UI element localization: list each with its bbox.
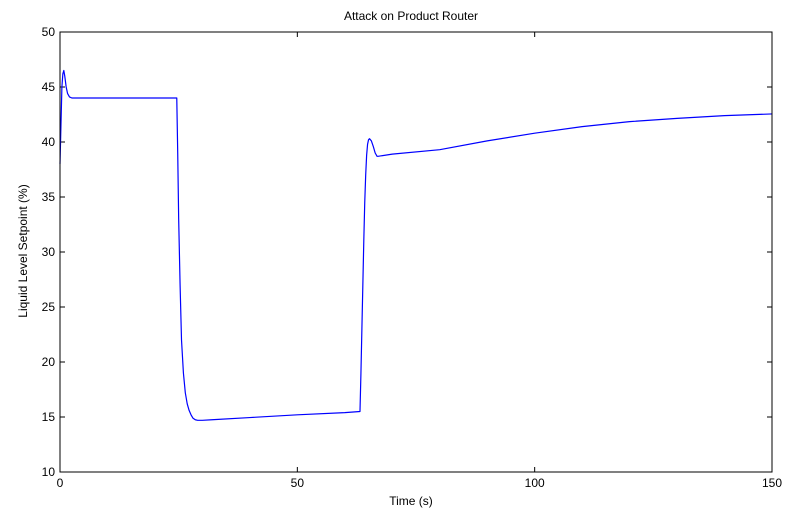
tick-labels: 0 50 100 150 10 15 20 25 30 35 40 45 50 [42, 25, 783, 490]
y-tick-label: 25 [42, 300, 56, 314]
y-tick-label: 40 [42, 135, 56, 149]
x-tick-label: 100 [525, 476, 545, 490]
series-line [59, 69, 773, 421]
x-tick-label: 0 [57, 476, 64, 490]
x-tick-label: 50 [291, 476, 305, 490]
y-tick-label: 30 [42, 245, 56, 259]
y-tick-label: 50 [42, 25, 56, 39]
x-tick-label: 150 [762, 476, 782, 490]
plot-frame [59, 31, 773, 473]
y-tick-label: 10 [42, 465, 56, 479]
y-tick-label: 20 [42, 355, 56, 369]
y-tick-label: 15 [42, 410, 56, 424]
y-axis-title: Liquid Level Setpoint (%) [16, 184, 30, 317]
y-tick-label: 45 [42, 80, 56, 94]
chart-title: Attack on Product Router [344, 9, 478, 23]
x-axis-title: Time (s) [389, 494, 433, 508]
y-tick-label: 35 [42, 190, 56, 204]
